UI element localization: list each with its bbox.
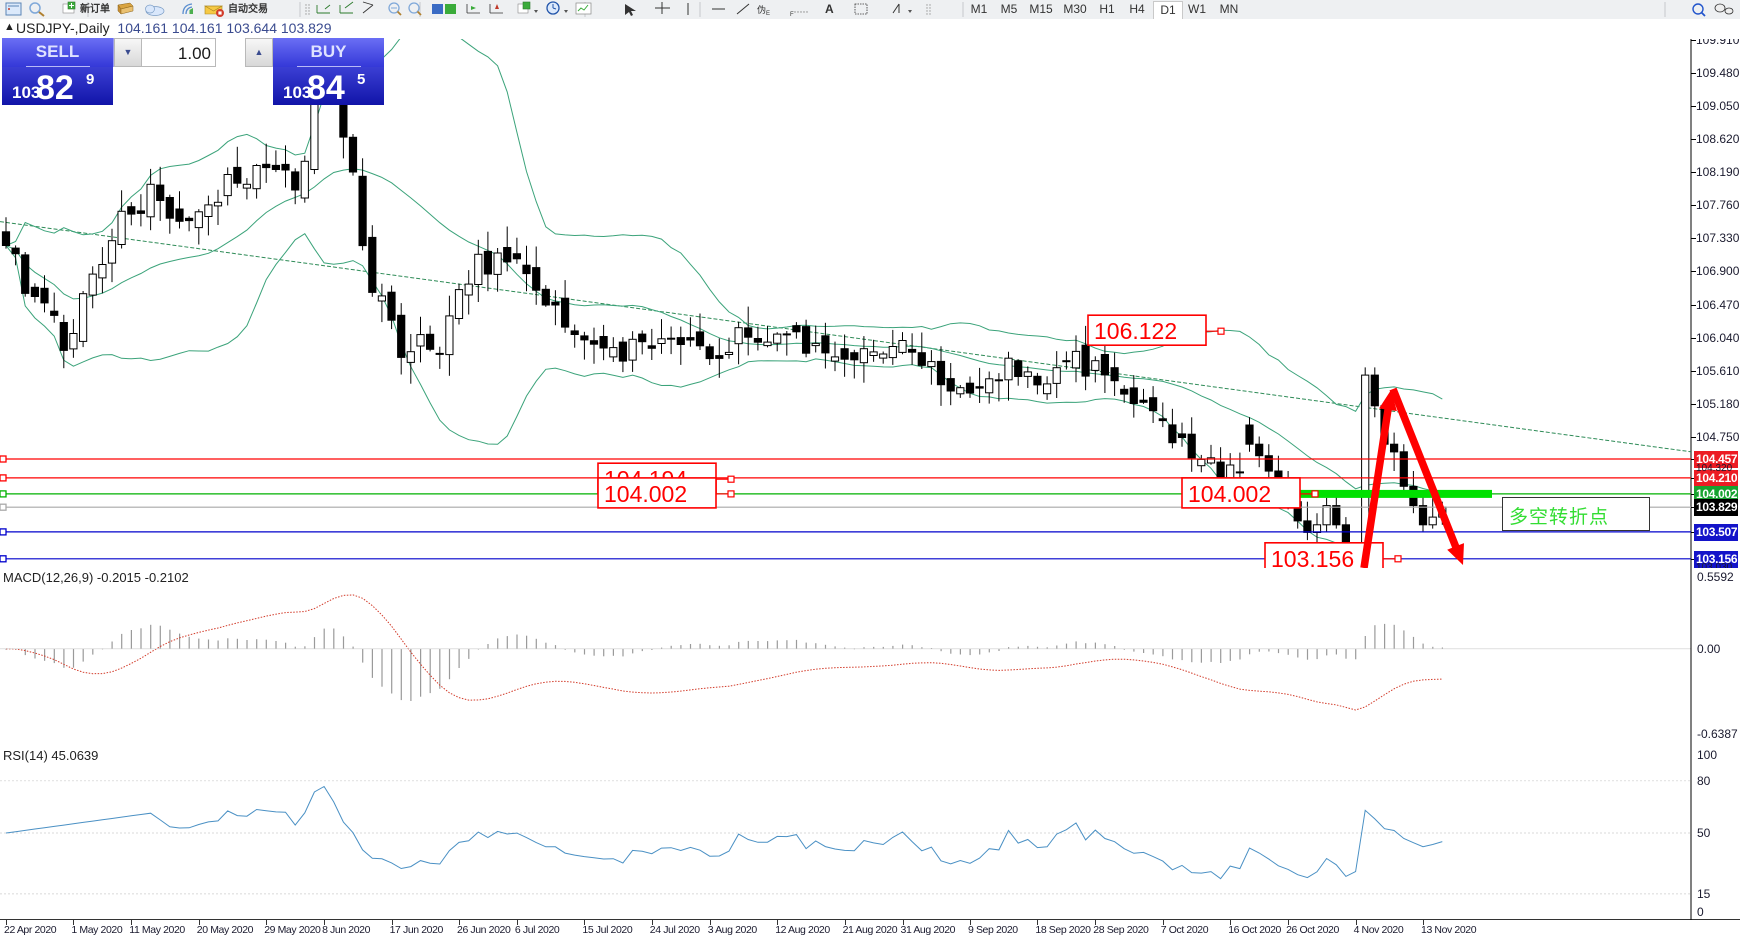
svg-text:103.156: 103.156 [1271, 546, 1354, 569]
svg-text:104.002: 104.002 [1188, 481, 1271, 507]
svg-text:106.122: 106.122 [1094, 318, 1177, 344]
svg-text:104.002: 104.002 [604, 481, 687, 507]
